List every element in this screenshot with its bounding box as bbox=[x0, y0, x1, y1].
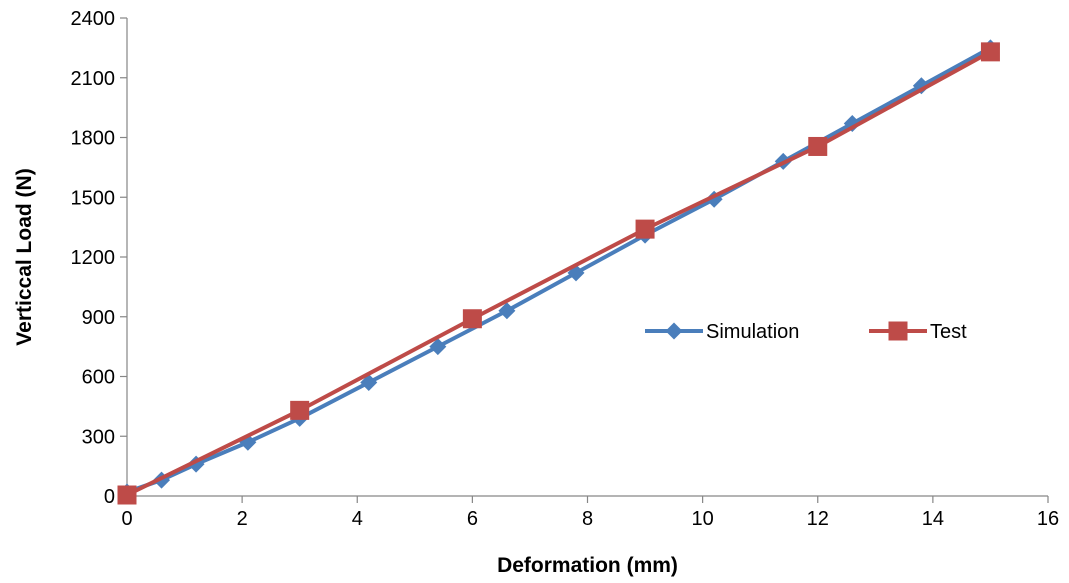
data-point bbox=[665, 322, 683, 340]
series-simulation bbox=[118, 39, 999, 501]
y-tick-label: 600 bbox=[82, 367, 115, 389]
series-line bbox=[126, 50, 992, 497]
x-tick-label: 12 bbox=[807, 508, 829, 530]
x-tick-label: 2 bbox=[237, 508, 248, 530]
data-point bbox=[888, 321, 908, 341]
data-point bbox=[117, 485, 137, 505]
y-tick-label: 300 bbox=[82, 426, 115, 448]
legend-entry-simulation: Simulation bbox=[645, 321, 799, 343]
data-point bbox=[429, 338, 447, 356]
x-axis-title: Deformation (mm) bbox=[497, 554, 678, 577]
legend-label: Simulation bbox=[706, 321, 799, 343]
data-point bbox=[462, 309, 482, 329]
data-point bbox=[808, 136, 828, 156]
data-point bbox=[980, 42, 1000, 62]
series-test bbox=[117, 42, 1000, 505]
legend-label: Test bbox=[930, 321, 967, 343]
data-point bbox=[635, 219, 655, 239]
y-tick-label: 0 bbox=[104, 486, 115, 508]
x-tick-label: 10 bbox=[692, 508, 714, 530]
y-tick-label: 1800 bbox=[71, 128, 116, 150]
x-tick-label: 8 bbox=[582, 508, 593, 530]
series-line bbox=[126, 46, 992, 494]
y-tick-label: 2400 bbox=[71, 8, 116, 30]
ticks: 0 300 600 900 1200 1500 1800 2100 2400 0 2 4 6 8 10 12 1… bbox=[71, 8, 1060, 530]
series bbox=[117, 39, 1000, 505]
data-point bbox=[498, 302, 516, 320]
y-tick-label: 1500 bbox=[71, 187, 116, 209]
legend: Simulation Test bbox=[645, 321, 967, 343]
x-tick-label: 14 bbox=[922, 508, 944, 530]
x-tick-label: 16 bbox=[1037, 508, 1059, 530]
legend-entry-test: Test bbox=[869, 321, 967, 343]
y-tick-label: 900 bbox=[82, 307, 115, 329]
y-axis-title: Verticcal Load (N) bbox=[13, 168, 36, 345]
data-point bbox=[290, 400, 310, 420]
y-tick-label: 1200 bbox=[71, 247, 116, 269]
y-tick-label: 2100 bbox=[71, 68, 116, 90]
x-tick-label: 6 bbox=[467, 508, 478, 530]
x-tick-label: 0 bbox=[121, 508, 132, 530]
x-tick-label: 4 bbox=[352, 508, 363, 530]
